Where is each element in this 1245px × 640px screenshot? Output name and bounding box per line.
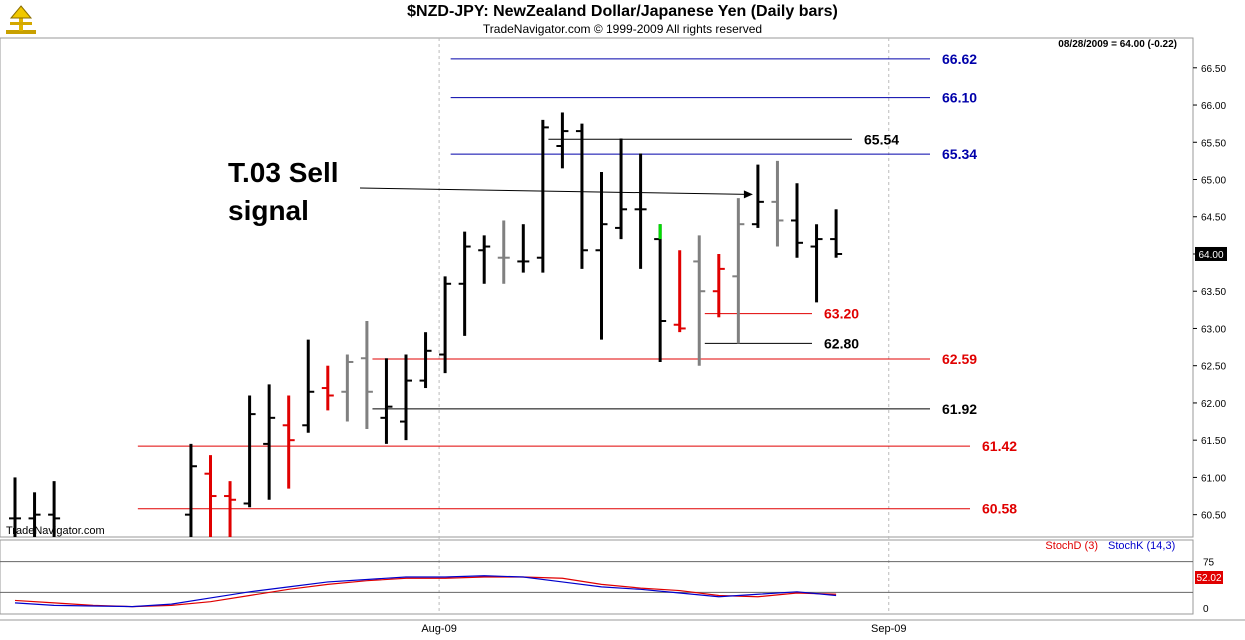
x-tick-label: Aug-09 [421, 623, 456, 635]
stoch-y-tick-label: 0 [1203, 604, 1209, 615]
y-tick-label: 64.50 [1201, 213, 1226, 224]
x-tick-label: Sep-09 [871, 623, 906, 635]
stoch-series-line [14, 576, 837, 608]
y-tick-label: 60.50 [1201, 511, 1226, 522]
annotation-arrow [359, 187, 747, 195]
level-label: 60.58 [982, 501, 1017, 517]
watermark: TradeNavigator.com [6, 525, 105, 537]
y-tick-label: 66.00 [1201, 101, 1226, 112]
last-price-label: 64.00 [1198, 250, 1223, 261]
y-tick-label: 62.50 [1201, 362, 1226, 373]
stoch-last-value-label: 52.02 [1196, 573, 1221, 584]
stoch-panel-frame [0, 539, 1194, 615]
annotation-text-line2: signal [228, 195, 309, 226]
level-label: 66.62 [942, 51, 977, 67]
annotation-arrow-head [743, 190, 753, 199]
level-label: 62.59 [942, 351, 977, 367]
level-label: 66.10 [942, 90, 977, 106]
level-label: 61.42 [982, 438, 1017, 454]
y-tick-label: 63.50 [1201, 287, 1226, 298]
stoch-y-tick-label: 75 [1203, 558, 1215, 569]
y-tick-label: 65.50 [1201, 138, 1226, 149]
tradenavigator-logo-icon [6, 5, 36, 34]
y-tick-label: 63.00 [1201, 324, 1226, 335]
level-label: 65.54 [864, 131, 899, 147]
level-label: 65.34 [942, 146, 977, 162]
y-tick-label: 66.50 [1201, 64, 1226, 75]
stoch-last-value-box [1195, 571, 1223, 584]
last-price-box [1195, 246, 1227, 261]
y-tick-label: 62.00 [1201, 399, 1226, 410]
chart-title: $NZD-JPY: NewZealand Dollar/Japanese Yen… [407, 3, 838, 20]
y-tick-label: 65.00 [1201, 176, 1226, 187]
chart-subtitle: TradeNavigator.com © 1999-2009 All right… [482, 22, 763, 36]
price-panel-frame [0, 37, 1194, 538]
y-tick-label: 61.50 [1201, 436, 1226, 447]
stoch-legend-k: StochK (14,3) [1108, 540, 1175, 552]
level-label: 62.80 [824, 335, 859, 351]
annotation-text-line1: T.03 Sell [228, 157, 339, 188]
y-tick-label: 61.00 [1201, 473, 1226, 484]
level-label: 63.20 [824, 306, 859, 322]
stoch-legend-d: StochD (3) [1045, 540, 1098, 552]
last-price-info: 08/28/2009 = 64.00 (-0.22) [1058, 39, 1177, 50]
stoch-series-line [14, 575, 837, 608]
level-label: 61.92 [942, 401, 977, 417]
